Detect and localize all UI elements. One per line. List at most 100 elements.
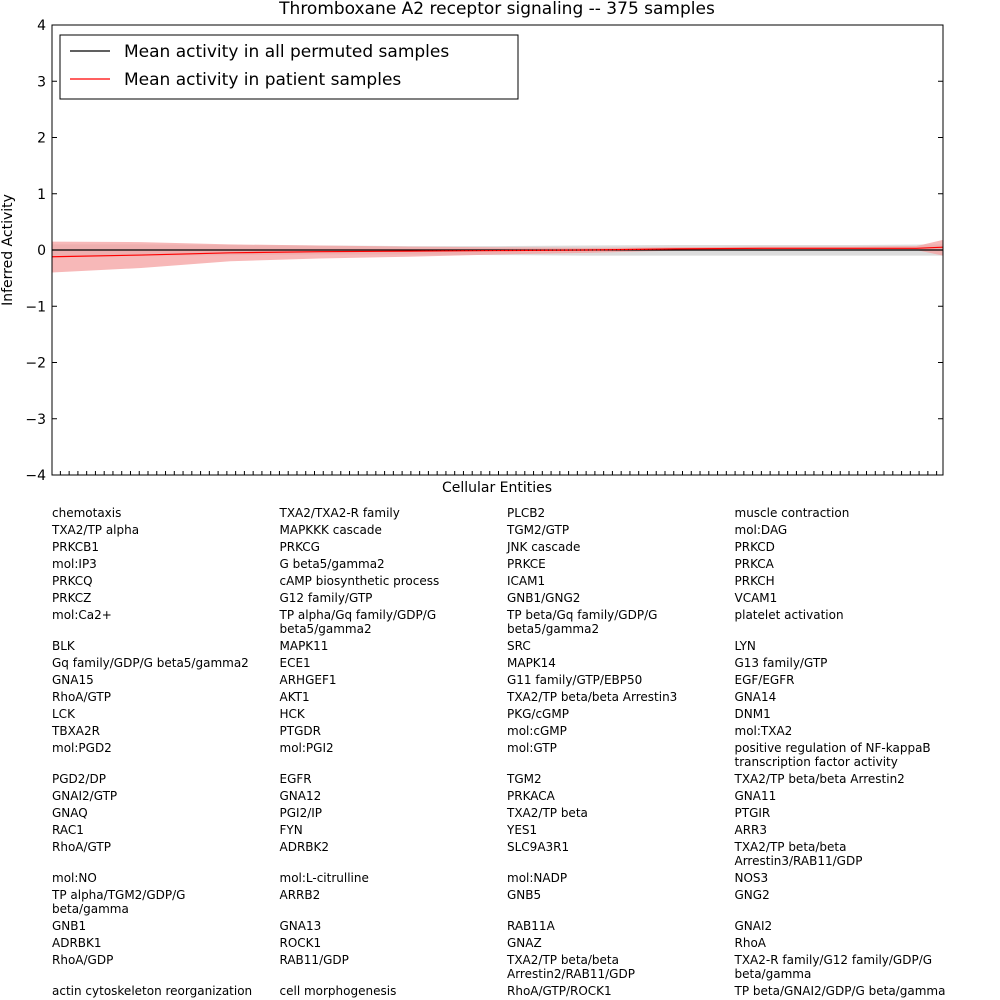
x-tick-label: GNAI2 [734, 919, 773, 933]
x-tick-label: PRKCD [734, 540, 775, 554]
y-tick-label: 4 [37, 18, 46, 34]
legend: Mean activity in all permuted samples Me… [59, 34, 519, 100]
x-tick-label: TXA2/TP beta/beta Arrestin3/RAB11/GDP [734, 840, 863, 868]
x-tick-label: RhoA [734, 936, 767, 950]
patient-mean-line [51, 246, 944, 258]
x-tick-label: BLK [52, 639, 75, 653]
x-tick-label: ROCK1 [279, 936, 322, 950]
x-tick-label: LCK [52, 707, 75, 721]
x-tick-label: GNB1/GNG2 [507, 591, 581, 605]
x-tick-label: VCAM1 [734, 591, 778, 605]
x-tick-label: mol:NADP [507, 871, 568, 885]
x-tick-label: mol:NO [52, 871, 97, 885]
x-tick-label: RhoA/GTP [52, 690, 111, 704]
y-tick-label: −4 [25, 468, 46, 484]
x-tick-label: SRC [507, 639, 531, 653]
x-tick-label: TP alpha/TGM2/GDP/G beta/gamma [52, 888, 186, 916]
x-tick-label-list: chemotaxis TXA2/TXA2-R family PLCB2 muscle … [52, 506, 948, 1000]
x-tick-label: TXA2/TP beta/beta Arrestin3 [507, 690, 678, 704]
x-tick-label: mol:cGMP [507, 724, 567, 738]
x-tick-label: FYN [279, 823, 303, 837]
x-tick-label: ARR3 [734, 823, 768, 837]
x-tick-label: TGM2/GTP [507, 523, 570, 537]
x-tick-label: MAPK11 [279, 639, 329, 653]
legend-label-permuted: Mean activity in all permuted samples [124, 42, 449, 62]
legend-box [59, 34, 519, 100]
y-tick-label: −2 [25, 356, 46, 372]
x-tick-label: Gq family/GDP/G beta5/gamma2 [52, 656, 249, 670]
x-tick-label: PRKCG [279, 540, 320, 554]
x-tick-label: PRKACA [507, 789, 555, 803]
x-tick-label: GNA11 [734, 789, 777, 803]
x-tick-label: GNB1 [52, 919, 87, 933]
x-tick-label: PTGDR [279, 724, 321, 738]
chart: Thromboxane A2 receptor signaling -- 375… [0, 0, 944, 496]
x-tick-label: mol:IP3 [52, 557, 97, 571]
x-tick-label: GNAQ [52, 806, 88, 820]
x-tick-label: SLC9A3R1 [507, 840, 570, 854]
patient-band [52, 239, 943, 273]
x-tick-label: TBXA2R [52, 724, 100, 738]
x-tick-label: GNAI2/GTP [52, 789, 118, 803]
x-tick-label: RhoA/GTP/ROCK1 [507, 984, 612, 998]
x-tick-label: G12 family/GTP [279, 591, 373, 605]
x-tick-label: G11 family/GTP/EBP50 [507, 673, 643, 687]
x-tick-label: TXA2-R family/G12 family/GDP/G beta/gamm… [734, 953, 933, 981]
x-tick-label: ADRBK2 [279, 840, 330, 854]
x-tick-label: GNA15 [52, 673, 94, 687]
x-tick-label: AKT1 [279, 690, 310, 704]
x-tick-label: EGFR [279, 772, 312, 786]
x-tick-label: RhoA/GTP [52, 840, 111, 854]
x-tick-label: PKG/cGMP [507, 707, 569, 721]
x-tick-label: PRKCQ [52, 574, 93, 588]
x-tick-label: TXA2/TXA2-R family [279, 506, 400, 520]
y-axis-label: Inferred Activity [0, 194, 16, 306]
y-tick-label: −1 [25, 299, 46, 315]
x-tick-label: ARRB2 [279, 888, 321, 902]
x-tick-label: ICAM1 [507, 574, 546, 588]
y-tick-label: 3 [37, 74, 46, 90]
x-tick-label: EGF/EGFR [734, 673, 795, 687]
x-tick-label: DNM1 [734, 707, 771, 721]
x-tick-label: positive regulation of NF-kappaB transcr… [734, 741, 931, 769]
x-tick-label: G beta5/gamma2 [279, 557, 385, 571]
x-tick-label: PRKCA [734, 557, 774, 571]
x-tick-label: PRKCZ [52, 591, 92, 605]
x-tick-label: RAB11/GDP [279, 953, 349, 967]
x-tick-label: mol:DAG [734, 523, 788, 537]
x-tick-label: PLCB2 [507, 506, 546, 520]
x-tick-label: MAPKKK cascade [279, 523, 382, 537]
x-tick-label: RAC1 [52, 823, 84, 837]
x-axis-label: Cellular Entities [442, 480, 552, 496]
legend-label-patient: Mean activity in patient samples [124, 70, 401, 90]
x-tick-label: GNA14 [734, 690, 777, 704]
x-tick-label: mol:PGD2 [52, 741, 112, 755]
chart-title: Thromboxane A2 receptor signaling -- 375… [278, 0, 715, 19]
x-tick-label: TP beta/GNAI2/GDP/G beta/gamma [734, 984, 946, 998]
x-tick-label: GNA13 [279, 919, 322, 933]
x-tick-label: LYN [734, 639, 756, 653]
y-tick-label: 1 [37, 187, 46, 203]
x-tick-label: TGM2 [507, 772, 542, 786]
x-tick-label: HCK [279, 707, 305, 721]
x-tick-label: MAPK14 [507, 656, 556, 670]
x-tick-label: PGI2/IP [279, 806, 323, 820]
x-tick-label: mol:Ca2+ [52, 608, 112, 622]
x-tick-label: TP beta/Gq family/GDP/G beta5/gamma2 [507, 608, 658, 636]
x-tick-label: TP alpha/Gq family/GDP/G beta5/gamma2 [279, 608, 437, 636]
x-tick-label: ADRBK1 [52, 936, 102, 950]
x-tick-label: GNB5 [507, 888, 542, 902]
y-tick-label: 2 [37, 131, 46, 147]
x-tick-label: GNG2 [734, 888, 770, 902]
x-tick-label: ARHGEF1 [279, 673, 337, 687]
x-tick-label: cAMP biosynthetic process [279, 574, 440, 588]
x-tick-label: TXA2/TP beta/beta Arrestin2/RAB11/GDP [507, 953, 635, 981]
x-tick-label: PRKCH [734, 574, 775, 588]
x-tick-label: TXA2/TP beta/beta Arrestin2 [734, 772, 905, 786]
x-tick-label: PRKCE [507, 557, 546, 571]
x-tick-label: RAB11A [507, 919, 555, 933]
x-tick-label: NOS3 [734, 871, 769, 885]
x-tick-label: GNA12 [279, 789, 322, 803]
y-tick-label: 0 [37, 243, 46, 259]
y-tick-label: −3 [25, 412, 46, 428]
